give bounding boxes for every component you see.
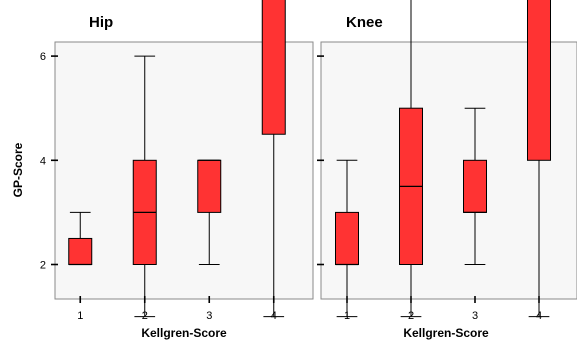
knee-marks: 1234 [317, 0, 551, 322]
knee-x-tick-label-3: 3 [472, 310, 478, 322]
hip-y-tick-label-2: 2 [40, 260, 46, 272]
knee-box-4 [527, 0, 551, 318]
hip-panel-title: Hip [89, 14, 113, 31]
hip-iqr-box-1 [68, 237, 93, 265]
hip-box-3 [197, 159, 222, 265]
hip-x-axis-title: Kellgren-Score [141, 326, 227, 340]
knee-box-1 [335, 159, 359, 318]
knee-panel: Knee Kellgren-Score 1234 [317, 0, 577, 340]
hip-y-tick-label-6: 6 [40, 51, 46, 63]
hip-box-4 [261, 0, 286, 318]
knee-x-axis-title: Kellgren-Score [403, 326, 489, 340]
hip-y-tick-label-4: 4 [40, 155, 46, 167]
hip-iqr-box-4 [261, 0, 286, 135]
y-axis-title: GP-Score [11, 142, 25, 197]
hip-box-1 [68, 211, 93, 266]
hip-panel: Hip Kellgren-Score GP-Score 2468101234 [11, 0, 314, 340]
knee-box-2 [399, 0, 423, 318]
hip-box-2 [132, 55, 157, 318]
hip-x-tick-label-1: 1 [77, 310, 83, 322]
knee-iqr-box-4 [527, 0, 551, 161]
knee-panel-title: Knee [346, 14, 383, 31]
hip-x-tick-label-3: 3 [206, 310, 212, 322]
knee-iqr-box-1 [335, 211, 359, 265]
knee-box-3 [463, 107, 487, 265]
knee-iqr-box-3 [463, 159, 487, 213]
hip-iqr-box-3 [197, 159, 222, 213]
hip-marks: 2468101234 [40, 0, 286, 322]
